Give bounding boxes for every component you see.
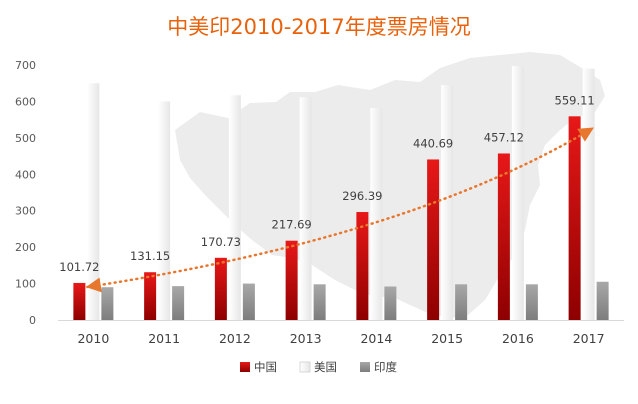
chart-legend: 中国 美国 印度 [240, 360, 397, 374]
us-bar [370, 107, 383, 320]
china-data-label: 296.39 [342, 189, 382, 203]
china-data-label: 170.73 [201, 235, 241, 249]
china-bar [73, 282, 86, 320]
y-tick-label: 500 [15, 132, 36, 145]
us-bar [228, 95, 241, 320]
y-tick-label: 200 [15, 241, 36, 254]
us-bar [511, 66, 524, 320]
china-bar [214, 257, 227, 320]
us-bar [158, 101, 171, 320]
india-bar [242, 283, 255, 320]
y-tick-label: 100 [15, 278, 36, 291]
india-bar [455, 284, 468, 320]
china-bar [427, 159, 440, 320]
x-tick-label: 2016 [502, 331, 534, 346]
y-tick-label: 300 [15, 205, 36, 218]
india-bar [101, 287, 114, 320]
y-tick-label: 0 [29, 314, 36, 327]
china-data-label: 559.11 [555, 93, 595, 107]
x-tick-label: 2013 [290, 331, 322, 346]
china-trend-arrow [85, 127, 594, 293]
china-bar [285, 240, 298, 320]
china-data-label: 101.72 [59, 260, 99, 274]
india-bar [525, 284, 538, 320]
china-bar [144, 272, 157, 320]
x-tick-label: 2011 [148, 331, 180, 346]
india-bar [313, 284, 326, 320]
legend-swatch-india [360, 362, 370, 372]
china-data-labels: 101.72 131.15 170.73 217.69 296.39 440.69 457.… [59, 93, 595, 274]
india-bar [384, 286, 397, 320]
x-tick-label: 2010 [77, 331, 109, 346]
china-data-label: 440.69 [413, 136, 453, 150]
legend-label-china: 中国 [254, 360, 277, 374]
china-data-label: 131.15 [130, 249, 170, 263]
y-tick-label: 400 [15, 168, 36, 181]
y-tick-label: 600 [15, 95, 36, 108]
us-bar [299, 97, 312, 320]
x-tick-label: 2017 [573, 331, 605, 346]
legend-label-us: 美国 [314, 360, 337, 374]
china-data-label: 457.12 [484, 130, 524, 144]
legend-swatch-us [299, 361, 311, 373]
us-bar [441, 85, 454, 321]
china-bar [568, 116, 581, 320]
y-tick-label: 700 [15, 59, 36, 72]
india-bar-series [101, 281, 609, 320]
chart-title: 中美印2010-2017年度票房情况 [167, 15, 470, 39]
y-axis-tick-labels: 0 100 200 300 400 500 600 700 [15, 59, 36, 327]
x-tick-label: 2014 [360, 331, 392, 346]
x-axis-tick-labels: 2010 2011 2012 2013 2014 2015 2016 2017 [77, 331, 604, 346]
legend-label-india: 印度 [374, 360, 397, 374]
china-data-label: 217.69 [272, 218, 312, 232]
india-bar [596, 281, 609, 320]
india-bar [172, 286, 185, 320]
x-tick-label: 2012 [219, 331, 251, 346]
legend-swatch-china [240, 362, 250, 372]
x-tick-label: 2015 [431, 331, 463, 346]
china-bar [497, 153, 510, 320]
